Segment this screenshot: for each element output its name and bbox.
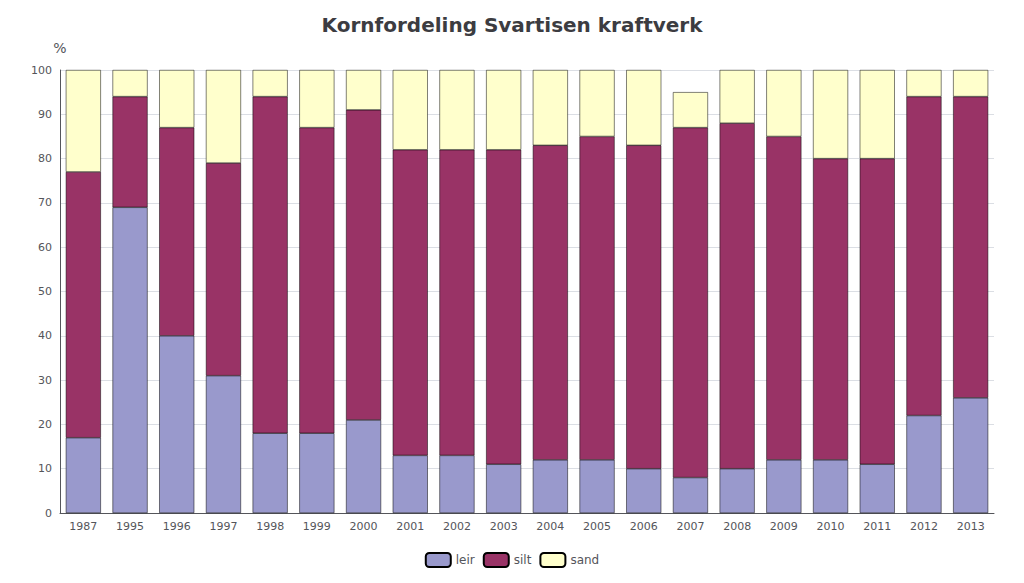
svg-text:1995: 1995 <box>116 520 144 533</box>
svg-text:10: 10 <box>38 462 52 475</box>
svg-text:100: 100 <box>31 64 52 77</box>
svg-text:2003: 2003 <box>490 520 518 533</box>
svg-text:2011: 2011 <box>863 520 891 533</box>
svg-text:2004: 2004 <box>536 520 564 533</box>
svg-text:Kornfordeling Svartisen kraftv: Kornfordeling Svartisen kraftverk <box>322 13 704 37</box>
svg-text:2006: 2006 <box>630 520 658 533</box>
svg-text:2000: 2000 <box>350 520 378 533</box>
svg-text:1999: 1999 <box>303 520 331 533</box>
svg-text:1996: 1996 <box>163 520 191 533</box>
svg-text:%: % <box>53 40 66 56</box>
svg-text:1997: 1997 <box>209 520 237 533</box>
svg-text:20: 20 <box>38 418 52 431</box>
svg-text:2009: 2009 <box>770 520 798 533</box>
svg-text:70: 70 <box>38 196 52 209</box>
svg-text:2002: 2002 <box>443 520 471 533</box>
svg-text:2012: 2012 <box>910 520 938 533</box>
svg-text:40: 40 <box>38 329 52 342</box>
svg-text:2013: 2013 <box>957 520 985 533</box>
svg-text:2007: 2007 <box>676 520 704 533</box>
svg-text:2010: 2010 <box>817 520 845 533</box>
svg-text:0: 0 <box>45 507 52 520</box>
svg-text:2008: 2008 <box>723 520 751 533</box>
svg-text:sand: sand <box>570 553 599 567</box>
svg-text:silt: silt <box>514 553 532 567</box>
svg-text:80: 80 <box>38 152 52 165</box>
svg-text:90: 90 <box>38 108 52 121</box>
svg-text:2001: 2001 <box>396 520 424 533</box>
svg-text:1998: 1998 <box>256 520 284 533</box>
svg-text:leir: leir <box>456 553 475 567</box>
svg-text:30: 30 <box>38 374 52 387</box>
svg-text:60: 60 <box>38 241 52 254</box>
svg-text:1987: 1987 <box>69 520 97 533</box>
svg-text:50: 50 <box>38 285 52 298</box>
svg-text:2005: 2005 <box>583 520 611 533</box>
